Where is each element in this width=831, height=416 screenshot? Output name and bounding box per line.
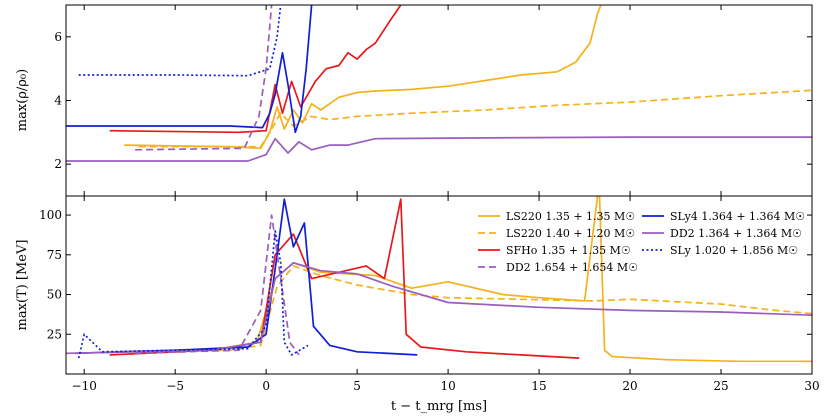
y-tick-label-bottom: 100 xyxy=(39,208,62,222)
legend-label-1: LS220 1.40 + 1.20 M☉ xyxy=(506,227,635,240)
legend-label-2: SFHo 1.35 + 1.35 M☉ xyxy=(506,244,631,257)
x-tick-label: −5 xyxy=(166,379,184,393)
series-line-top-4 xyxy=(66,136,812,162)
series-line-top-3 xyxy=(66,5,313,134)
series-line-bottom-6 xyxy=(77,230,309,359)
x-tick-label: 5 xyxy=(353,379,361,393)
series-line-top-2 xyxy=(109,5,402,134)
legend-label-5: DD2 1.654 + 1.654 M☉ xyxy=(506,261,638,274)
y-tick-label-top: 2 xyxy=(54,157,62,171)
y-tick-label-bottom: 50 xyxy=(47,288,62,302)
legend-label-3: SLy4 1.364 + 1.364 M☉ xyxy=(670,210,805,223)
x-tick-label: 20 xyxy=(622,379,637,393)
x-tick-label: −10 xyxy=(72,379,97,393)
y-tick-label-bottom: 75 xyxy=(47,248,62,262)
y-tick-label-top: 4 xyxy=(54,94,62,108)
x-tick-label: 0 xyxy=(262,379,270,393)
legend-label-6: SLy 1.020 + 1.856 M☉ xyxy=(670,244,798,257)
series-line-top-5 xyxy=(135,5,273,151)
x-axis-label: t − t_mrg [ms] xyxy=(391,399,487,414)
legend: LS220 1.35 + 1.35 M☉ SLy4 1.364 + 1.364 M… xyxy=(478,210,805,274)
top-panel-frame xyxy=(65,4,813,197)
top-panel-lines xyxy=(66,5,812,162)
series-line-bottom-4 xyxy=(66,261,812,355)
series-line-top-6 xyxy=(78,5,282,77)
legend-label-4: DD2 1.364 + 1.364 M☉ xyxy=(670,227,802,240)
series-line-bottom-3 xyxy=(75,198,418,356)
series-line-bottom-5 xyxy=(135,214,300,356)
top-y-axis-label: max(ρ/ρ₀) xyxy=(15,69,30,131)
series-line-top-0 xyxy=(124,5,602,150)
bottom-y-axis-label: max(T) [MeV] xyxy=(15,240,30,331)
tick-labels: −10 −5 0 5 10 15 20 25 30 2 4 6 25 50 75 100 xyxy=(39,30,820,393)
bottom-panel-lines xyxy=(66,196,812,363)
x-tick-label: 25 xyxy=(713,379,728,393)
y-tick-label-top: 6 xyxy=(54,30,62,44)
legend-label-0: LS220 1.35 + 1.35 M☉ xyxy=(506,210,635,223)
series-line-bottom-1 xyxy=(138,265,812,353)
x-tick-label: 15 xyxy=(531,379,546,393)
x-tick-label: 30 xyxy=(804,379,819,393)
series-line-top-1 xyxy=(138,89,812,148)
axis-ticks xyxy=(66,5,813,374)
series-line-bottom-2 xyxy=(109,198,580,359)
x-tick-label: 10 xyxy=(440,379,455,393)
y-tick-label-bottom: 25 xyxy=(47,327,62,341)
bottom-panel-frame xyxy=(65,195,813,375)
